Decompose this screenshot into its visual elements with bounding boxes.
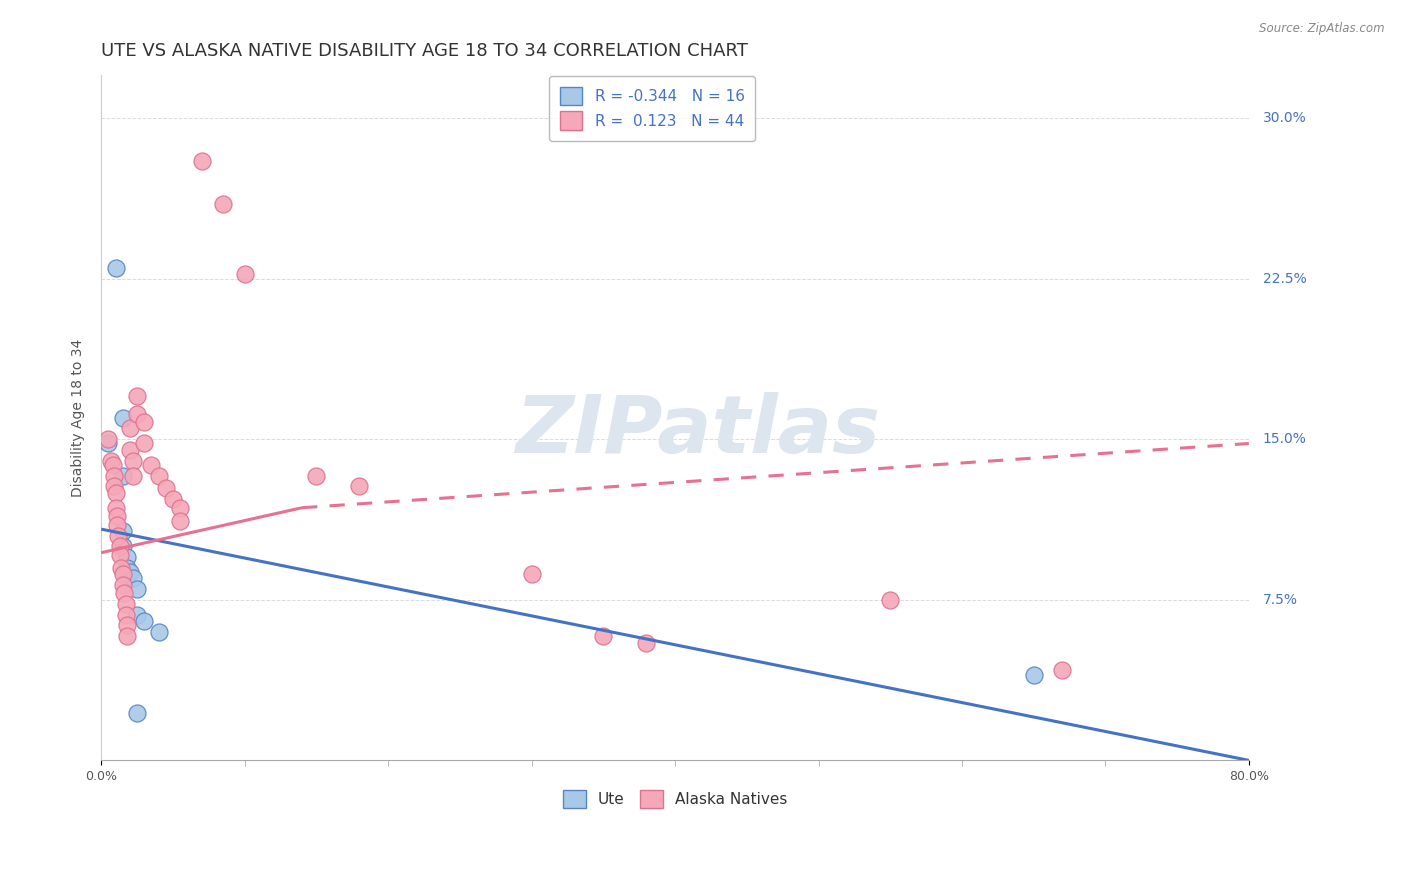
Point: [121, 571, 143, 585]
Text: ZIPatlas: ZIPatlas: [516, 392, 880, 470]
Text: 15.0%: 15.0%: [1263, 433, 1306, 446]
Point: [100, 453, 122, 467]
Text: 22.5%: 22.5%: [1263, 272, 1306, 285]
Point: [108, 548, 131, 562]
Point: [1022, 667, 1045, 681]
Point: [118, 421, 141, 435]
Point: [118, 565, 141, 579]
Point: [115, 549, 138, 564]
Point: [162, 492, 184, 507]
Point: [103, 468, 125, 483]
Point: [104, 485, 127, 500]
Point: [305, 468, 328, 483]
Point: [190, 153, 212, 168]
Text: Source: ZipAtlas.com: Source: ZipAtlas.com: [1260, 22, 1385, 36]
Point: [111, 468, 134, 483]
Y-axis label: Disability Age 18 to 34: Disability Age 18 to 34: [72, 339, 86, 497]
Point: [101, 458, 124, 472]
Text: UTE VS ALASKA NATIVE DISABILITY AGE 18 TO 34 CORRELATION CHART: UTE VS ALASKA NATIVE DISABILITY AGE 18 T…: [101, 42, 748, 60]
Text: 30.0%: 30.0%: [1263, 111, 1306, 125]
Point: [111, 539, 134, 553]
Point: [114, 607, 136, 622]
Point: [105, 517, 128, 532]
Point: [155, 482, 177, 496]
Point: [97, 432, 120, 446]
Point: [111, 567, 134, 582]
Point: [115, 560, 138, 574]
Point: [125, 389, 148, 403]
Point: [1052, 664, 1074, 678]
Point: [115, 629, 138, 643]
Point: [134, 436, 156, 450]
Point: [121, 453, 143, 467]
Point: [105, 509, 128, 524]
Point: [121, 468, 143, 483]
Point: [125, 407, 148, 421]
Point: [148, 468, 170, 483]
Point: [111, 578, 134, 592]
Point: [349, 479, 371, 493]
Point: [169, 500, 191, 515]
Point: [110, 560, 132, 574]
Point: [108, 539, 131, 553]
Point: [141, 458, 163, 472]
Point: [520, 567, 543, 582]
Point: [148, 624, 170, 639]
Point: [104, 500, 127, 515]
Point: [103, 479, 125, 493]
Point: [125, 582, 148, 596]
Point: [169, 514, 191, 528]
Point: [134, 614, 156, 628]
Text: 7.5%: 7.5%: [1263, 593, 1298, 607]
Point: [111, 410, 134, 425]
Point: [134, 415, 156, 429]
Point: [125, 706, 148, 721]
Point: [115, 618, 138, 632]
Point: [636, 635, 658, 649]
Point: [112, 586, 135, 600]
Point: [111, 524, 134, 539]
Point: [879, 592, 901, 607]
Point: [592, 629, 614, 643]
Point: [107, 528, 129, 542]
Point: [104, 260, 127, 275]
Point: [97, 436, 120, 450]
Point: [233, 268, 256, 282]
Legend: Ute, Alaska Natives: Ute, Alaska Natives: [557, 783, 793, 814]
Point: [212, 196, 235, 211]
Point: [118, 442, 141, 457]
Point: [114, 597, 136, 611]
Point: [125, 607, 148, 622]
